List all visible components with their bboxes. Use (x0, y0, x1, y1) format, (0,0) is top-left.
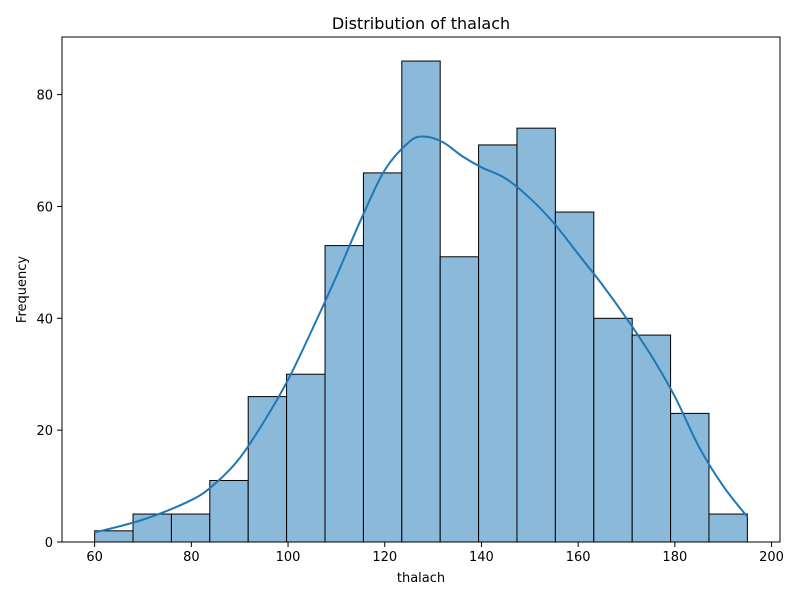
histogram-bar (362, 172, 403, 543)
x-tick-label: 80 (183, 550, 200, 565)
histogram-bar (670, 412, 710, 543)
y-tick-label: 60 (36, 200, 53, 215)
y-tick-label: 20 (36, 424, 53, 439)
histogram-bar (209, 479, 249, 543)
histogram-bar (593, 317, 633, 543)
axes-frame (61, 36, 781, 543)
histogram-bar (631, 334, 672, 543)
histogram-bar (170, 513, 211, 543)
y-tick-label: 0 (45, 536, 53, 551)
x-tick-label: 200 (759, 550, 784, 565)
y-axis-ticks: 0 20 40 60 80 (36, 89, 62, 551)
x-tick-label: 60 (86, 550, 103, 565)
y-tick-label: 80 (36, 89, 53, 104)
histogram-bar (554, 211, 595, 543)
y-axis-label: Frequency (15, 256, 30, 323)
histogram-bar (478, 144, 518, 543)
x-tick-label: 160 (566, 550, 591, 565)
x-tick-label: 120 (372, 550, 397, 565)
histogram-bar (247, 396, 288, 543)
kde-layer (94, 135, 749, 534)
bars-layer (94, 60, 748, 543)
histogram-bar (708, 513, 748, 543)
histogram-bar (132, 513, 172, 543)
histogram-bar (286, 373, 326, 543)
histogram-bar (401, 60, 441, 543)
x-axis-ticks: 60 80 100 120 140 160 180 200 (86, 542, 784, 565)
x-tick-label: 180 (662, 550, 687, 565)
kde-line (94, 135, 749, 534)
histogram-bar (516, 127, 556, 543)
y-tick-label: 40 (36, 312, 53, 327)
histogram-bar (439, 256, 480, 543)
x-axis-label: thalach (397, 571, 445, 586)
x-tick-label: 140 (469, 550, 494, 565)
x-tick-label: 100 (276, 550, 301, 565)
histogram-bar (94, 530, 134, 543)
histogram-bar (324, 245, 364, 543)
chart-title: Distribution of thalach (332, 14, 510, 33)
